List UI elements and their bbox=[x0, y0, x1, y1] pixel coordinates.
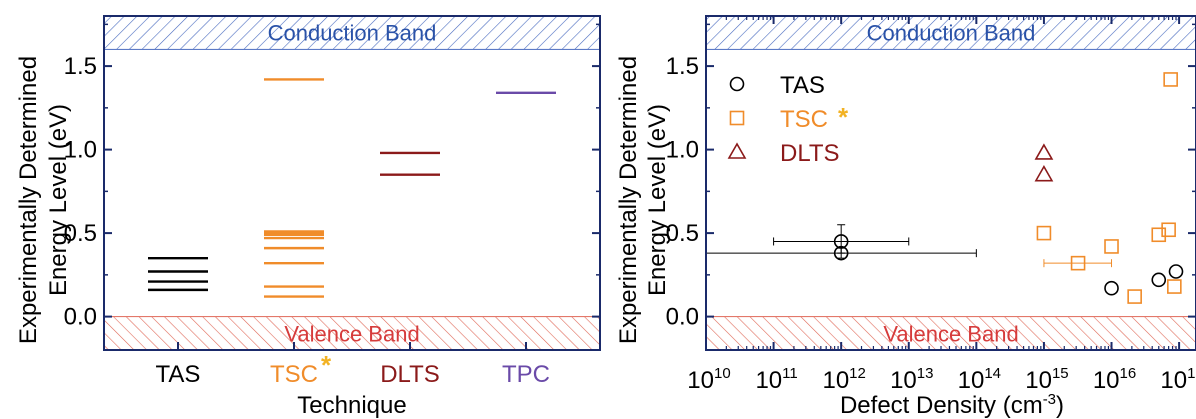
left-conduction-band-label: Conduction Band bbox=[268, 21, 437, 46]
xtick-base: 10 bbox=[1160, 367, 1187, 394]
right-xtick-label: 1017 bbox=[1160, 365, 1196, 394]
xtick-exponent: 17 bbox=[1187, 365, 1196, 382]
xtick-base: 10 bbox=[755, 367, 782, 394]
right-valence-band-label: Valence Band bbox=[883, 321, 1018, 346]
legend: TAS TSC * DLTS bbox=[727, 72, 849, 167]
left-chart: Conduction Band Valence Band TAS TSC * DLTS T… bbox=[15, 15, 601, 419]
left-xlabel: Technique bbox=[297, 392, 406, 419]
right-xtick-label: 1010 bbox=[687, 365, 730, 394]
left-conduction-band bbox=[103, 15, 601, 50]
right-xtick-label: 1016 bbox=[1093, 365, 1136, 394]
right-ytick-label: 0.5 bbox=[666, 220, 699, 247]
tsc-star-marker: * bbox=[321, 350, 332, 380]
data-point-tsc bbox=[1167, 279, 1182, 294]
xtick-label-dlts: DLTS bbox=[380, 361, 440, 388]
data-point-tsc bbox=[1036, 225, 1052, 241]
xtick-exponent: 15 bbox=[1052, 365, 1069, 382]
legend-label-tsc: TSC bbox=[780, 106, 828, 133]
left-ytick-label: 0.0 bbox=[64, 304, 97, 331]
data-point-tsc bbox=[1104, 239, 1119, 254]
right-xtick-label: 1015 bbox=[1025, 365, 1068, 394]
right-xtick-label: 1012 bbox=[822, 365, 865, 394]
right-plot-frame bbox=[705, 15, 1196, 351]
xtick-base: 10 bbox=[890, 367, 917, 394]
right-xlabel-close: ) bbox=[1056, 392, 1064, 419]
data-point-dlts bbox=[1034, 165, 1054, 182]
right-conduction-band-label: Conduction Band bbox=[867, 21, 1036, 46]
right-ytick-label: 1.5 bbox=[666, 53, 699, 80]
xtick-label-tpc: TPC bbox=[502, 361, 550, 388]
left-ytick-label: 0.5 bbox=[64, 220, 97, 247]
left-ytick-label: 1.5 bbox=[64, 53, 97, 80]
right-ylabel-line1: Experimentally Determined bbox=[615, 56, 642, 344]
data-point-dlts bbox=[1034, 143, 1054, 160]
data-point-tsc bbox=[1161, 222, 1176, 238]
data-point-tsc bbox=[1151, 227, 1167, 243]
left-ylabel-line1: Experimentally Determined bbox=[15, 56, 42, 344]
xtick-exponent: 14 bbox=[984, 365, 1001, 382]
xtick-exponent: 10 bbox=[714, 365, 731, 382]
xtick-base: 10 bbox=[822, 367, 849, 394]
legend-label-dlts: DLTS bbox=[780, 140, 840, 167]
legend-marker-tas bbox=[729, 76, 745, 92]
data-point-tsc bbox=[1127, 289, 1142, 304]
xtick-exponent: 11 bbox=[782, 365, 798, 382]
xtick-exponent: 12 bbox=[849, 365, 866, 382]
xtick-base: 10 bbox=[958, 367, 985, 394]
legend-marker-dlts bbox=[727, 142, 747, 159]
xtick-base: 10 bbox=[687, 367, 714, 394]
left-valence-band bbox=[103, 316, 601, 351]
left-ylabel-line2: Energy Level (eV) bbox=[45, 104, 72, 296]
data-point-tsc bbox=[1070, 255, 1086, 271]
data-point-tas bbox=[1151, 272, 1167, 288]
right-xtick-label: 1011 bbox=[755, 365, 797, 394]
left-plot-frame bbox=[103, 15, 601, 351]
legend-marker-tsc bbox=[729, 110, 745, 126]
left-valence-band-label: Valence Band bbox=[284, 321, 419, 346]
data-point-tsc bbox=[1163, 72, 1178, 87]
xtick-exponent: 13 bbox=[917, 365, 934, 382]
xtick-base: 10 bbox=[1093, 367, 1120, 394]
right-ytick-label: 0.0 bbox=[666, 304, 699, 331]
right-ylabel-line2: Energy Level (eV) bbox=[644, 104, 671, 296]
legend-label-tas: TAS bbox=[780, 72, 825, 99]
right-ytick-label: 1.0 bbox=[666, 137, 699, 164]
right-xlabel-main: Defect Density (cm bbox=[840, 392, 1043, 419]
data-point-tas bbox=[1104, 280, 1119, 296]
data-point-tas bbox=[833, 245, 849, 261]
legend-star-tsc: * bbox=[838, 102, 849, 132]
right-xtick-label: 1013 bbox=[890, 365, 933, 394]
xtick-exponent: 16 bbox=[1120, 365, 1137, 382]
xtick-label-tsc: TSC bbox=[270, 361, 318, 388]
right-xlabel-sup: -3 bbox=[1043, 391, 1056, 408]
right-xtick-label: 1014 bbox=[958, 365, 1001, 394]
xtick-label-tas: TAS bbox=[156, 361, 201, 388]
right-conduction-band bbox=[705, 15, 1196, 50]
left-ytick-label: 1.0 bbox=[64, 137, 97, 164]
right-xlabel: Defect Density (cm-3) bbox=[840, 391, 1064, 419]
data-point-tas bbox=[1168, 264, 1184, 279]
xtick-base: 10 bbox=[1025, 367, 1052, 394]
right-valence-band bbox=[705, 316, 1196, 351]
